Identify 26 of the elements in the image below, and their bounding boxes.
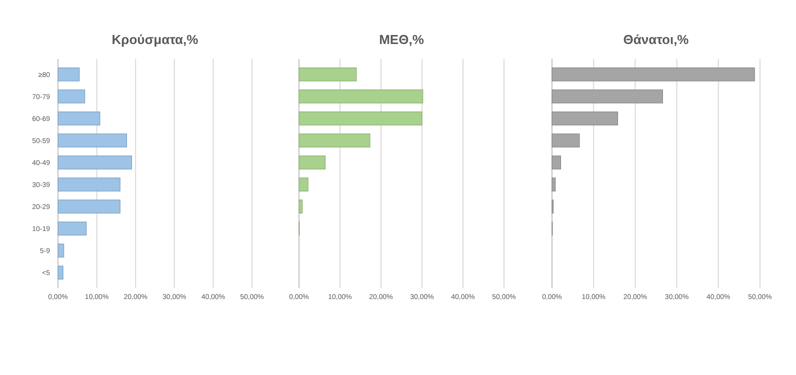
bar: [58, 156, 132, 170]
bar: [58, 200, 120, 214]
bar: [298, 156, 326, 170]
bar: [298, 178, 308, 192]
bar: [298, 200, 303, 214]
bar: [58, 222, 87, 236]
chart-title: Κρούσματα,%: [112, 32, 199, 47]
bar: [552, 178, 556, 192]
bar: [58, 90, 86, 104]
bar: [58, 68, 80, 82]
bar: [298, 134, 370, 148]
bar: [298, 90, 424, 104]
bar: [58, 134, 127, 148]
bar: [552, 68, 755, 82]
bar: [58, 178, 120, 192]
chart-title: ΜΕΘ,%: [379, 32, 424, 47]
bar: [58, 244, 64, 258]
bar: [298, 112, 422, 126]
bar: [298, 68, 357, 82]
bar: [552, 156, 562, 170]
chart-title: Θάνατοι,%: [623, 32, 690, 47]
bar: [552, 90, 663, 104]
bar: [552, 112, 618, 126]
bar: [552, 134, 580, 148]
bar: [58, 266, 64, 280]
bar: [58, 112, 100, 126]
